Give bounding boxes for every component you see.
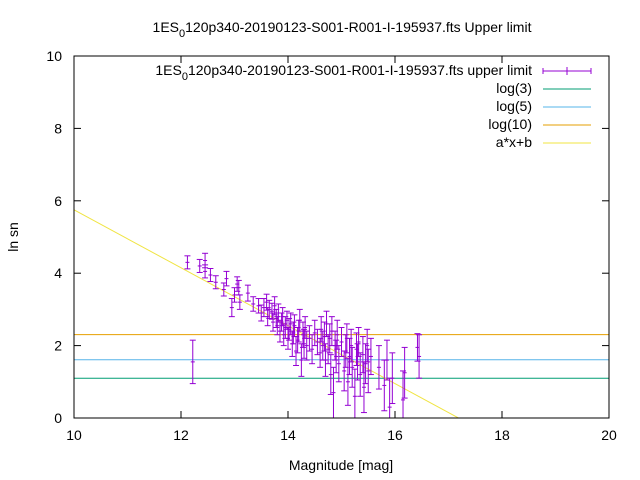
data-point: [228, 298, 235, 318]
data-point: [333, 339, 340, 374]
data-point: [236, 294, 243, 310]
data-point: [250, 296, 257, 312]
legend-label-upper-limit: 1ES0120p340-20190123-S001-R001-I-195937.…: [155, 62, 532, 83]
data-point: [351, 368, 358, 418]
y-tick-label: 2: [54, 338, 62, 354]
legend-upper-limit-subscript: 0: [182, 71, 188, 83]
data-point: [212, 275, 219, 290]
data-point: [223, 270, 230, 287]
data-point: [268, 302, 275, 320]
data-point: [298, 343, 305, 377]
y-tick-label: 4: [54, 265, 62, 281]
x-tick-label: 16: [387, 427, 403, 443]
data-point: [364, 328, 371, 363]
data-point: [189, 339, 196, 385]
data-point: [348, 328, 355, 363]
data-point: [330, 366, 337, 418]
data-point: [296, 308, 303, 332]
data-point: [357, 352, 364, 397]
legend-label-log3: log(3): [496, 80, 532, 96]
legend-label-fit: a*x+b: [496, 134, 532, 150]
data-point: [367, 337, 374, 376]
data-point: [354, 343, 361, 381]
chart-title-suffix: 120p340-20190123-S001-R001-I-195937.fts …: [185, 19, 531, 35]
data-point: [196, 258, 203, 273]
data-point: [266, 299, 273, 319]
data-point: [335, 345, 342, 383]
data-point: [274, 316, 281, 336]
x-tick-label: 10: [66, 427, 82, 443]
data-point: [375, 345, 382, 390]
y-tick-label: 8: [54, 120, 62, 136]
data-point: [301, 328, 308, 359]
data-point: [322, 343, 329, 377]
legend-label-log5: log(5): [496, 98, 532, 114]
chart-title: 1ES0120p340-20190123-S001-R001-I-195937.…: [153, 19, 532, 40]
legend-label-log10: log(10): [488, 116, 532, 132]
data-point: [220, 282, 227, 297]
legend-sample-upper-limit: [542, 67, 592, 75]
x-tick-label: 12: [173, 427, 189, 443]
chart-title-subscript: 0: [179, 28, 185, 40]
y-tick-label: 0: [54, 410, 62, 426]
chart-title-prefix: 1ES: [153, 19, 179, 35]
data-point: [389, 352, 396, 405]
data-point: [365, 348, 372, 394]
plot-frame: [73, 55, 610, 419]
data-point: [349, 346, 356, 388]
data-point: [317, 337, 324, 368]
data-point: [309, 334, 316, 365]
data-point: [207, 267, 214, 283]
data-point: [184, 255, 191, 270]
data-point: [231, 287, 238, 303]
y-tick-label: 6: [54, 193, 62, 209]
x-tick-label: 18: [494, 427, 510, 443]
data-point: [359, 336, 366, 374]
data-points: [184, 252, 423, 418]
data-point: [383, 339, 390, 381]
data-point: [258, 304, 265, 322]
data-point: [416, 334, 423, 379]
x-tick-label: 14: [280, 427, 296, 443]
data-point: [401, 346, 408, 399]
data-point: [303, 330, 310, 361]
y-tick-label: 10: [46, 48, 62, 64]
data-point: [327, 354, 334, 395]
data-point: [270, 312, 277, 332]
legend: 1ES0120p340-20190123-S001-R001-I-195937.…: [155, 62, 592, 150]
data-point: [244, 284, 251, 302]
data-point: [285, 327, 291, 350]
legend-upper-limit-prefix: 1ES: [155, 62, 181, 78]
data-point: [362, 343, 369, 385]
data-point: [311, 319, 318, 347]
x-tick-label: 20: [601, 427, 617, 443]
legend-upper-limit-suffix: 120p340-20190123-S001-R001-I-195937.fts …: [188, 62, 532, 78]
data-point: [278, 312, 285, 332]
data-point: [338, 327, 345, 357]
data-point: [306, 325, 313, 352]
data-point: [202, 264, 209, 279]
data-point: [381, 359, 388, 412]
y-axis-label: ln sn: [5, 222, 21, 252]
x-axis-label: Magnitude [mag]: [289, 457, 393, 473]
